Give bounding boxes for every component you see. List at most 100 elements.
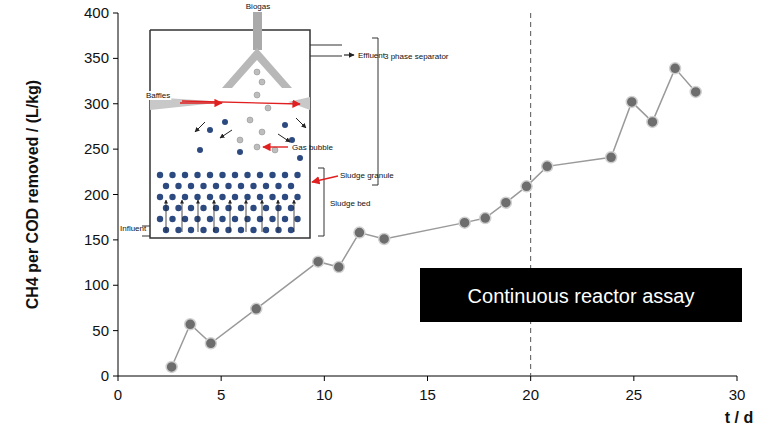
y-tick: [113, 58, 118, 59]
y-tick: [113, 239, 118, 240]
sludge-granule: [244, 216, 250, 222]
biogas-pipe: [253, 12, 262, 50]
sludge-granule: [257, 194, 263, 200]
y-tick-label: 100: [84, 276, 109, 293]
inset-label: Influent: [120, 224, 147, 233]
sludge-granule: [250, 183, 256, 189]
data-point: [333, 262, 344, 273]
sludge-granule: [288, 183, 294, 189]
x-tick: [118, 376, 119, 381]
sludge-granule: [222, 119, 228, 125]
flow-arrow: [195, 122, 205, 132]
inset-label: Effluent: [358, 51, 386, 60]
sludge-granule: [213, 183, 219, 189]
sludge-granule: [207, 216, 213, 222]
y-tick: [113, 285, 118, 286]
sludge-granule: [244, 172, 250, 178]
sludge-granule: [182, 194, 188, 200]
gas-bubble: [247, 117, 253, 123]
y-tick-label: 300: [84, 95, 109, 112]
data-point: [670, 63, 681, 74]
sludge-granule: [238, 205, 244, 211]
flow-arrow: [220, 130, 232, 138]
sludge-granule: [194, 216, 200, 222]
data-line: [172, 68, 696, 367]
sludge-granule: [197, 147, 203, 153]
gas-bubble: [254, 92, 260, 98]
sludge-granule: [263, 227, 269, 233]
sludge-granule: [200, 205, 206, 211]
data-point: [185, 319, 196, 330]
y-tick-label: 400: [84, 4, 109, 21]
sludge-granule: [269, 194, 275, 200]
pointer: [182, 101, 300, 104]
label-patch: [145, 91, 171, 100]
flow-arrow: [278, 134, 290, 142]
inset-label: Baffles: [146, 91, 170, 100]
sludge-granule: [169, 194, 175, 200]
sludge-granule: [282, 216, 288, 222]
flow-arrow: [166, 200, 167, 232]
sludge-granule: [269, 172, 275, 178]
sludge-granule: [244, 194, 250, 200]
data-point: [647, 116, 658, 127]
data-point: [379, 233, 390, 244]
data-point: [166, 361, 177, 372]
flow-arrow: [230, 200, 231, 232]
y-tick-label: 350: [84, 49, 109, 66]
sludge-granule: [200, 227, 206, 233]
y-tick: [113, 149, 118, 150]
y-tick: [113, 194, 118, 195]
gas-bubble: [259, 79, 265, 85]
x-tick-label: 15: [419, 386, 436, 403]
x-tick-label: 30: [729, 386, 746, 403]
sludge-granule: [294, 216, 300, 222]
y-tick-label: 150: [84, 231, 109, 248]
data-point: [459, 217, 470, 228]
flow-arrow: [278, 200, 279, 232]
data-point: [690, 86, 701, 97]
sludge-granule: [294, 172, 300, 178]
data-point: [205, 338, 216, 349]
sludge-granule: [263, 205, 269, 211]
data-point: [500, 197, 511, 208]
sludge-granule: [275, 205, 281, 211]
sludge-granule: [282, 122, 288, 128]
sludge-granule: [232, 194, 238, 200]
sludge-granule: [182, 216, 188, 222]
sludge-granule: [269, 216, 275, 222]
annotation: Continuous reactor assay: [420, 268, 742, 322]
sludge-granule: [250, 227, 256, 233]
x-axis-title: t / d: [725, 409, 753, 426]
effluent-pipe: [310, 45, 342, 56]
sludge-granule: [250, 205, 256, 211]
data-point: [521, 181, 532, 192]
effluent-arrow: [344, 54, 354, 55]
inset-label: Gas bubble: [292, 143, 333, 152]
flow-arrow: [198, 200, 199, 232]
sludge-bed-bracket: [318, 168, 324, 236]
pointer: [263, 146, 288, 147]
annotation-box: [420, 268, 742, 322]
sludge-granule: [257, 172, 263, 178]
inset-label: Sludge granule: [340, 171, 394, 180]
gas-bubble: [259, 129, 265, 135]
sludge-granule: [175, 227, 181, 233]
x-tick-label: 5: [217, 386, 225, 403]
sludge-granule: [188, 227, 194, 233]
sludge-granule: [157, 194, 163, 200]
gas-bubble: [237, 137, 243, 143]
x-tick: [324, 376, 325, 381]
sludge-granule: [157, 216, 163, 222]
flow-arrow: [246, 200, 247, 232]
sludge-granule: [200, 183, 206, 189]
sludge-granule: [225, 183, 231, 189]
separator-bracket: [372, 38, 378, 185]
y-tick-label: 0: [101, 367, 109, 384]
annotation-text: Continuous reactor assay: [468, 285, 695, 307]
y-tick-label: 50: [92, 322, 109, 339]
sludge-granule: [232, 216, 238, 222]
sludge-granule: [275, 227, 281, 233]
x-tick-label: 20: [522, 386, 539, 403]
inset-label: Biogas: [246, 2, 270, 11]
